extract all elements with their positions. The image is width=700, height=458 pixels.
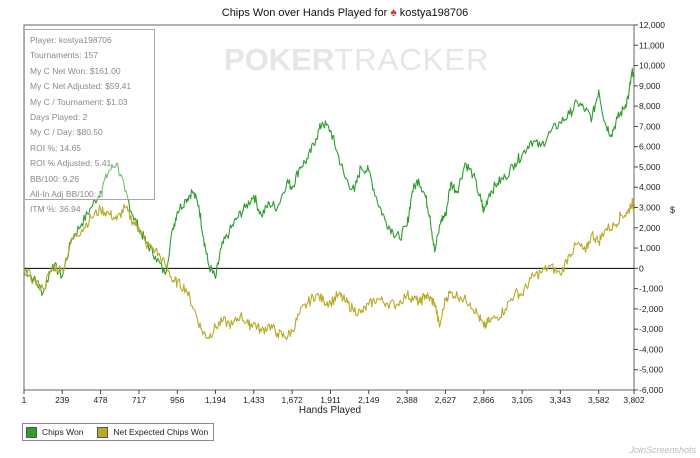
stat-per-day: My C / Day: $80.50 [30, 127, 103, 138]
x-tick-label: 1,433 [243, 395, 265, 405]
chart-title: Chips Won over Hands Played for ♠ kostya… [0, 5, 690, 19]
x-tick-label: 2,388 [396, 395, 418, 405]
y-tick-label: 6,000 [639, 142, 661, 152]
legend-swatch-net-expected [97, 426, 109, 438]
x-tick-label: 1 [22, 395, 27, 405]
y-tick-label: -2,000 [639, 304, 663, 314]
y-tick-label: 7,000 [639, 121, 661, 131]
stat-net-adjusted: My C Net Adjusted: $59.41 [30, 81, 132, 92]
y-tick-label: -5,000 [639, 365, 663, 375]
x-tick-label: 239 [55, 395, 69, 405]
y-tick-label: 11,000 [639, 40, 665, 50]
stat-bb-100: BB/100: 9.26 [30, 173, 80, 184]
y-tick-label: 8,000 [639, 101, 661, 111]
y-tick-label: -4,000 [639, 344, 663, 354]
x-tick-label: 1,672 [282, 395, 304, 405]
pokertracker-watermark: POKERTRACKER [224, 42, 489, 78]
y-tick-label: 4,000 [639, 182, 661, 192]
x-tick-label: 2,627 [435, 395, 457, 405]
chart-legend: Chips Won Net Expected Chips Won [22, 423, 215, 441]
stat-itm: ITM %: 36.94 [30, 204, 81, 215]
stat-roi-adjusted: ROI % Adjusted: 5.41 [30, 158, 112, 169]
y-tick-label: 0 [639, 263, 644, 273]
stat-allin-adj-bb-100: All-In Adj BB/100: 3 [30, 189, 104, 200]
y-tick-label: -1,000 [639, 284, 663, 294]
x-tick-label: 3,802 [623, 395, 645, 405]
x-tick-label: 717 [132, 395, 146, 405]
stats-box: Player: kostya198706 Tournaments: 157 My… [24, 29, 155, 214]
x-tick-label: 3,582 [588, 395, 610, 405]
x-tick-label: 478 [93, 395, 107, 405]
y-tick-label: 2,000 [639, 223, 661, 233]
y-tick-label: 5,000 [639, 162, 661, 172]
y-tick-label: 3,000 [639, 203, 661, 213]
x-tick-label: 3,343 [550, 395, 572, 405]
y-tick-label: 9,000 [639, 81, 661, 91]
stat-days-played: Days Played: 2 [30, 112, 88, 123]
player-name: kostya198706 [399, 7, 469, 19]
legend-item-chips-won[interactable]: Chips Won [26, 426, 84, 438]
legend-label-net-expected: Net Expected Chips Won [113, 427, 209, 437]
x-tick-label: 2,866 [473, 395, 495, 405]
poker-spade-icon: ♠ [390, 5, 397, 19]
legend-item-net-expected[interactable]: Net Expected Chips Won [97, 426, 209, 438]
x-tick-label: 2,149 [358, 395, 380, 405]
legend-label-chips-won: Chips Won [42, 427, 84, 437]
watermark-suffix: TRACKER [334, 42, 490, 77]
y-tick-label: 10,000 [639, 61, 665, 71]
series-line-chips-won [23, 68, 635, 296]
screenshot-credit: JoinScreenshots [629, 445, 696, 455]
series-line-net-expected [23, 197, 635, 340]
x-tick-label: 956 [170, 395, 184, 405]
chart-title-text: Chips Won over Hands Played for [221, 7, 388, 19]
x-axis-label: Hands Played [298, 405, 362, 416]
stat-per-tournament: My C / Tournament: $1.03 [30, 96, 128, 107]
stat-roi: ROI %: 14.65 [30, 142, 82, 153]
y-tick-label: 12,000 [639, 20, 665, 30]
x-tick-label: 1,911 [320, 395, 341, 405]
watermark-brand: POKER [224, 42, 335, 77]
y-tick-label: -3,000 [639, 324, 663, 334]
stat-net-won: My C Net Won: $161.00 [30, 65, 121, 76]
x-tick-label: 1,194 [205, 395, 227, 405]
stat-tournaments: Tournaments: 157 [30, 50, 99, 61]
y-tick-label: -6,000 [639, 385, 663, 395]
y-axis-label: $ [670, 205, 676, 215]
x-tick-label: 3,105 [512, 395, 534, 405]
stat-player: Player: kostya198706 [30, 35, 112, 45]
y-tick-label: 1,000 [639, 243, 661, 253]
legend-swatch-chips-won [26, 426, 37, 438]
